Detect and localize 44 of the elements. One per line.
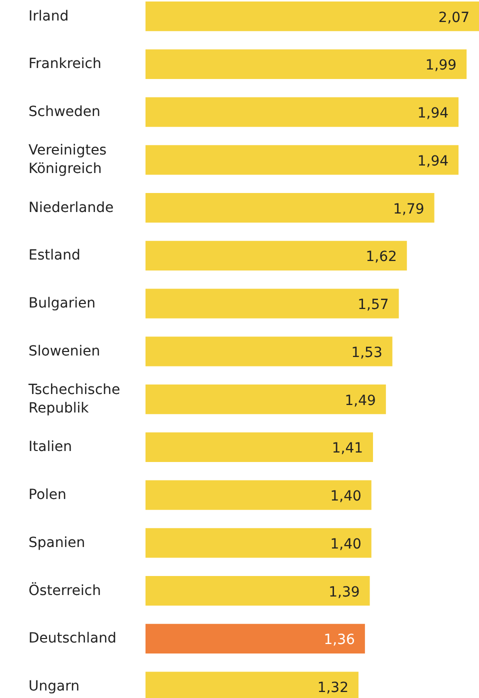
data-label: 1,79 <box>393 201 424 218</box>
y-tick-label: Estland <box>28 248 80 264</box>
bar <box>146 49 467 80</box>
bar <box>146 1 479 32</box>
data-label: 2,07 <box>438 10 470 26</box>
bar <box>146 432 374 462</box>
data-label: 1,41 <box>332 440 364 457</box>
y-tick-label: Österreich <box>28 582 101 599</box>
data-label: 1,94 <box>417 153 449 170</box>
y-tick-label: Vereinigtes Königreich <box>28 142 107 178</box>
y-tick-label: Niederlande <box>28 200 114 216</box>
bar <box>146 336 392 366</box>
data-label: 1,53 <box>351 344 382 361</box>
y-tick-label: Slowenien <box>28 343 100 360</box>
data-label: 1,94 <box>417 106 449 122</box>
y-tick-label: Ungarn <box>28 678 80 695</box>
bar <box>146 384 386 414</box>
y-tick-label: Bulgarien <box>28 296 96 312</box>
bar <box>146 145 459 175</box>
data-label: 1,99 <box>425 58 457 74</box>
data-label: 1,57 <box>358 297 389 314</box>
bar <box>146 480 372 510</box>
bar <box>146 97 459 127</box>
data-label: 1,36 <box>324 632 356 648</box>
data-label: 1,40 <box>330 488 362 505</box>
data-label: 1,62 <box>366 249 397 266</box>
y-tick-label: Deutschland <box>28 630 116 647</box>
bar <box>146 528 372 558</box>
bar <box>146 288 399 318</box>
y-tick-label: Frankreich <box>28 56 102 72</box>
y-tick-label: Polen <box>28 487 66 504</box>
bar <box>146 576 370 606</box>
bar <box>146 192 434 223</box>
data-label: 1,40 <box>330 536 362 552</box>
data-label: 1,32 <box>317 680 348 696</box>
bar <box>146 240 407 271</box>
bar <box>146 624 365 654</box>
y-tick-label: Italien <box>28 439 72 456</box>
data-label: 1,39 <box>328 584 360 600</box>
y-tick-label: Irland <box>28 8 69 24</box>
data-label: 1,49 <box>344 392 376 409</box>
y-tick-label: Spanien <box>28 534 86 551</box>
y-tick-label: Schweden <box>28 104 100 120</box>
y-tick-label: Tschechische Republik <box>28 382 120 416</box>
